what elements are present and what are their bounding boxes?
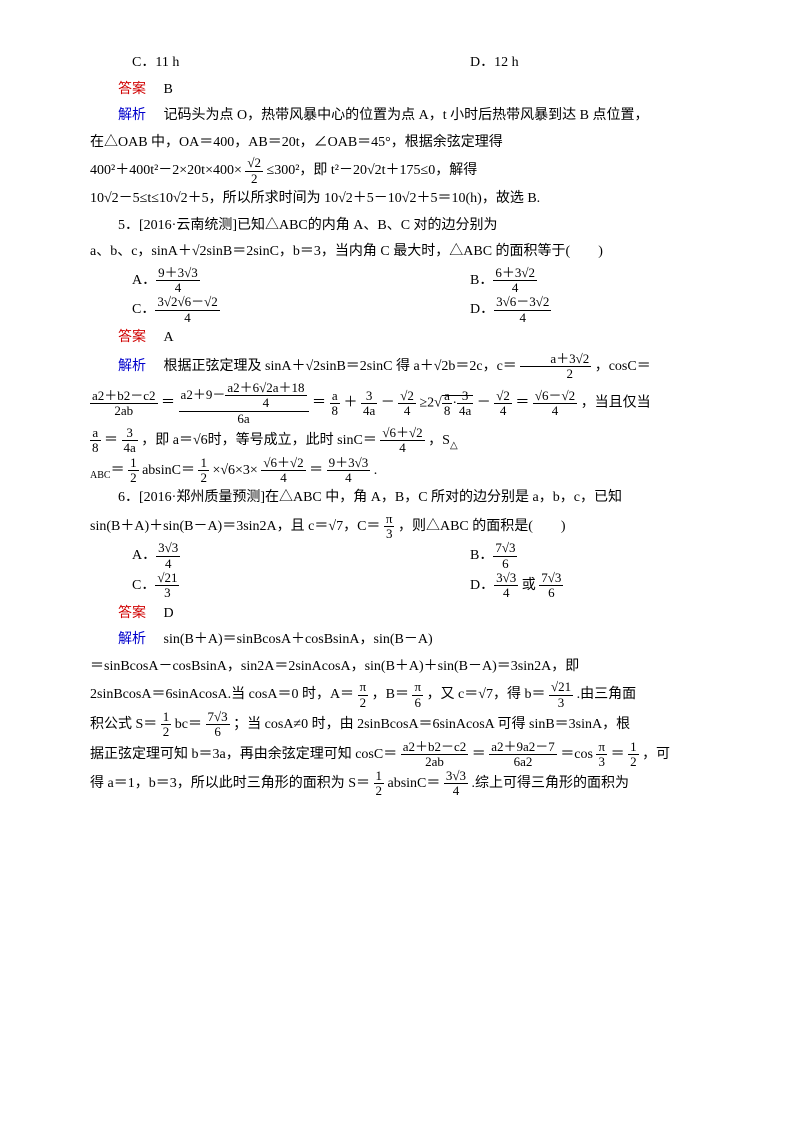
q5-exp-l4: ABC＝ 12 absinC＝ 12 ×√6×3× √6＋√24 ＝ 9＋3√3… bbox=[90, 456, 740, 486]
q5-options-row1: A．9＋3√34 B．6＋3√24 bbox=[90, 266, 740, 296]
explain-label: 解析 bbox=[118, 108, 146, 123]
q6-exp-l2: ＝sinBcosA－cosBsinA，sin2A＝2sinAcosA，sin(B… bbox=[90, 654, 740, 681]
answer-label: 答案 bbox=[118, 82, 146, 97]
q6-exp-l6: 得 a＝1，b＝3，所以此时三角形的面积为 S＝ 12 absinC＝ 3√34… bbox=[90, 769, 740, 799]
q5-exp-l1: 解析 根据正弦定理及 sinA＋√2sinB＝2sinC 得 a＋√2b＝2c，… bbox=[90, 352, 740, 382]
q6-stem-l1: 6．[2016·郑州质量预测]在△ABC 中，角 A，B，C 所对的边分别是 a… bbox=[90, 485, 740, 512]
q4-explain-l1: 解析 记码头为点 O，热带风暴中心的位置为点 A，t 小时后热带风暴到达 B 点… bbox=[90, 103, 740, 130]
q5-optB: B．6＋3√24 bbox=[470, 266, 740, 296]
q6-exp-l3: 2sinBcosA＝6sinAcosA.当 cosA＝0 时，A＝ π2 ，B＝… bbox=[90, 680, 740, 710]
q5-exp-l3: a8 ＝ 34a ，即 a＝√6时，等号成立，此时 sinC＝ √6＋√24 ，… bbox=[90, 426, 740, 456]
q6-exp-l1: 解析 sin(B＋A)＝sinBcosA＋cosBsinA，sin(B－A) bbox=[90, 627, 740, 654]
q6-optA: A．3√34 bbox=[90, 541, 470, 571]
q6-optB: B．7√36 bbox=[470, 541, 740, 571]
text: 400²＋400t²－2×20t×400× bbox=[90, 163, 242, 178]
q5-answer: 答案 A bbox=[90, 325, 740, 352]
q4-explain-l4: 10√2－5≤t≤10√2＋5，所以所求时间为 10√2＋5－10√2＋5＝10… bbox=[90, 186, 740, 213]
answer-label: 答案 bbox=[118, 606, 146, 621]
q4-options-row: C．11 h D．12 h bbox=[90, 50, 740, 77]
explain-label: 解析 bbox=[118, 359, 146, 374]
q6-optD: D．3√34 或 7√36 bbox=[470, 571, 740, 601]
answer-value: B bbox=[164, 82, 173, 97]
text: 记码头为点 O，热带风暴中心的位置为点 A，t 小时后热带风暴到达 B 点位置， bbox=[164, 108, 649, 123]
q5-options-row2: C．3√2√6－√24 D．3√6－3√24 bbox=[90, 295, 740, 325]
q4-explain-l2: 在△OAB 中，OA＝400，AB＝20t，∠OAB＝45°，根据余弦定理得 bbox=[90, 130, 740, 157]
q4-answer: 答案 B bbox=[90, 77, 740, 104]
q5-exp-l2: a2＋b2－c22ab ＝ a2＋9－a2＋6√2a＋1846a ＝ a8 ＋ … bbox=[90, 381, 740, 426]
answer-value: A bbox=[164, 330, 174, 345]
answer-value: D bbox=[164, 606, 174, 621]
q6-options-row1: A．3√34 B．7√36 bbox=[90, 541, 740, 571]
q4-optD: D．12 h bbox=[470, 50, 740, 77]
q6-options-row2: C．√213 D．3√34 或 7√36 bbox=[90, 571, 740, 601]
q5-stem-l2: a、b、c，sinA＋√2sinB＝2sinC，b＝3，当内角 C 最大时，△A… bbox=[90, 239, 740, 266]
fraction: √22 bbox=[245, 156, 263, 186]
text: ≤300²，即 t²－20√2t＋175≤0，解得 bbox=[267, 163, 478, 178]
q6-exp-l4: 积公式 S＝ 12 bc＝ 7√36 ；当 cosA≠0 时，由 2sinBco… bbox=[90, 710, 740, 740]
explain-label: 解析 bbox=[118, 632, 146, 647]
q5-stem-l1: 5．[2016·云南统测]已知△ABC的内角 A、B、C 对的边分别为 bbox=[90, 213, 740, 240]
q6-exp-l5: 据正弦定理可知 b＝3a，再由余弦定理可知 cosC＝ a2＋b2－c22ab … bbox=[90, 740, 740, 770]
q6-stem-l2: sin(B＋A)＋sin(B－A)＝3sin2A，且 c＝√7，C＝ π3 ，则… bbox=[90, 512, 740, 542]
q5-optC: C．3√2√6－√24 bbox=[90, 295, 470, 325]
q4-optC: C．11 h bbox=[90, 50, 470, 77]
q5-optA: A．9＋3√34 bbox=[90, 266, 470, 296]
q6-answer: 答案 D bbox=[90, 601, 740, 628]
q4-explain-l3: 400²＋400t²－2×20t×400× √22 ≤300²，即 t²－20√… bbox=[90, 156, 740, 186]
q6-optC: C．√213 bbox=[90, 571, 470, 601]
q5-optD: D．3√6－3√24 bbox=[470, 295, 740, 325]
answer-label: 答案 bbox=[118, 330, 146, 345]
